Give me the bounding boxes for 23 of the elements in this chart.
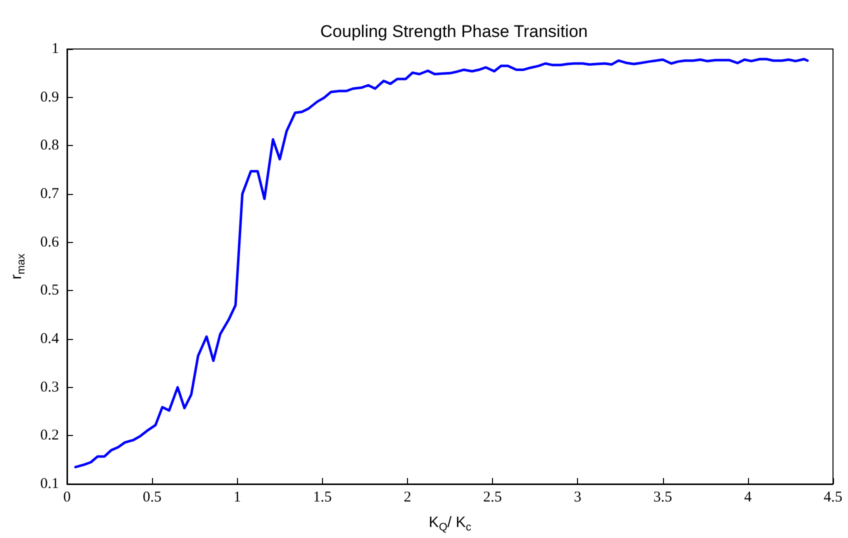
y-tick-label: 0.5 xyxy=(40,282,59,299)
x-tick-label: 2 xyxy=(404,490,412,506)
x-tick-label: 3.5 xyxy=(653,490,672,506)
y-tick-label: 0.3 xyxy=(40,379,59,396)
y-tick-label: 0.7 xyxy=(40,186,60,202)
y-tick-label: 0.8 xyxy=(40,138,59,154)
y-tick-label: 0.2 xyxy=(40,428,59,444)
y-tick-label: 0.4 xyxy=(40,331,60,347)
x-tick-label: 3 xyxy=(574,490,582,506)
y-axis-title: rmax xyxy=(8,253,28,280)
y-tick-label: 1 xyxy=(52,41,59,57)
y-tick-label: 0.6 xyxy=(40,234,60,250)
x-tick-label: 0.5 xyxy=(142,490,162,506)
x-tick-label: 0 xyxy=(63,490,71,506)
chart-title: Coupling Strength Phase Transition xyxy=(320,22,588,41)
x-tick-label: 4.5 xyxy=(824,490,842,506)
x-tick-label: 1.5 xyxy=(312,490,332,506)
line-series xyxy=(74,58,809,468)
y-tick-label: 0.1 xyxy=(40,476,59,492)
x-tick-label: 4 xyxy=(744,490,752,506)
y-tick-label: 0.9 xyxy=(40,89,59,106)
x-tick-label: 1 xyxy=(233,490,241,506)
x-tick-label: 2.5 xyxy=(483,490,502,506)
